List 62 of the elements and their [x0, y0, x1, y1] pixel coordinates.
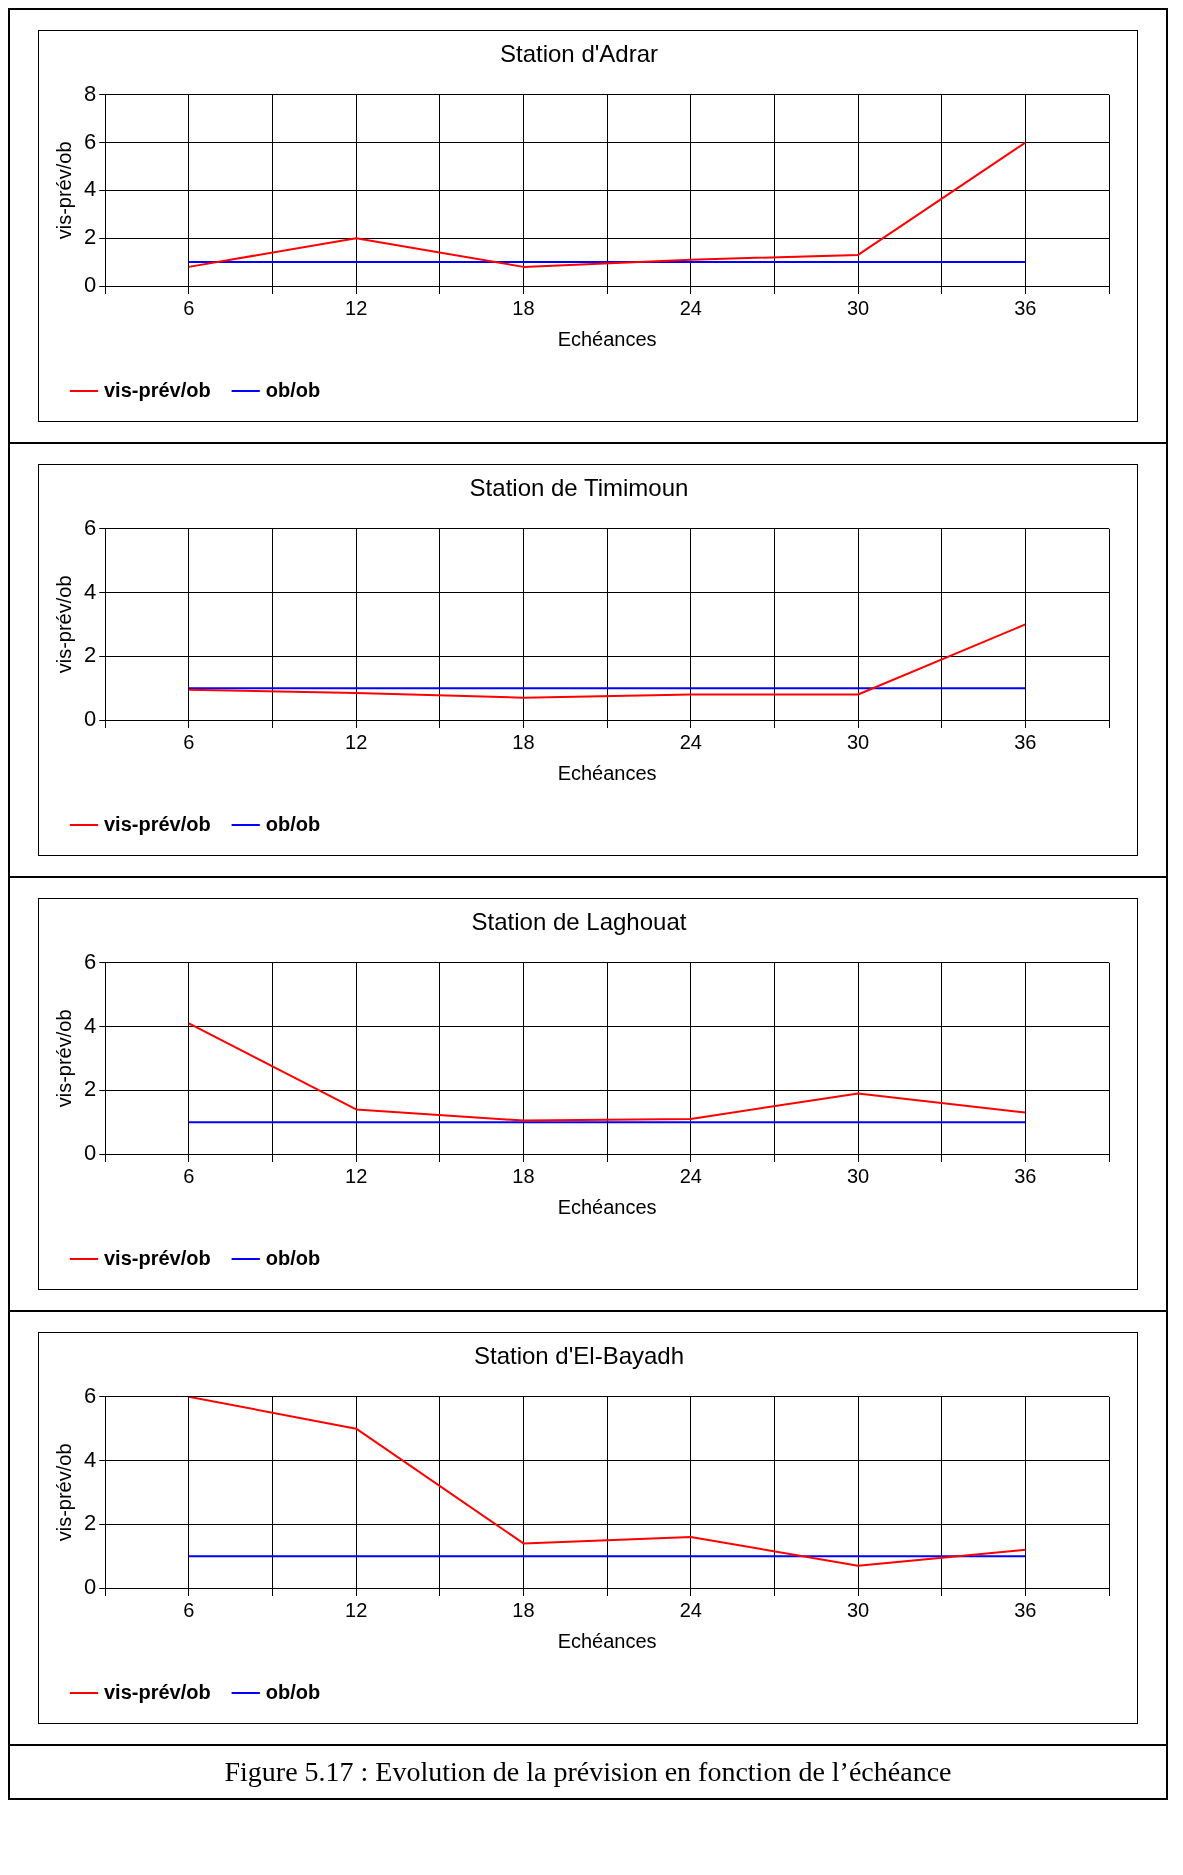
y-tick-label: 6 — [83, 128, 97, 154]
legend-label: ob/ob — [265, 812, 321, 835]
x-tick-label: 24 — [679, 730, 702, 753]
x-tick-label: 6 — [183, 1598, 195, 1621]
x-tick-label: 18 — [512, 296, 535, 319]
legend-label: vis-prév/ob — [104, 1246, 211, 1269]
y-axis-title: vis-prév/ob — [52, 141, 75, 240]
x-tick-label: 6 — [183, 730, 195, 753]
x-tick-label: 36 — [1014, 1164, 1037, 1187]
x-axis-title: Echéances — [557, 1629, 657, 1652]
x-tick-label: 12 — [345, 1164, 368, 1187]
x-axis-title: Echéances — [557, 327, 657, 350]
x-tick-label: 24 — [679, 1164, 702, 1187]
x-tick-label: 24 — [679, 296, 702, 319]
legend-label: ob/ob — [265, 1680, 321, 1703]
chart-title: Station d'Adrar — [499, 40, 659, 68]
legend-label: ob/ob — [265, 1246, 321, 1269]
y-tick-label: 0 — [83, 1140, 97, 1166]
y-axis-title: vis-prév/ob — [52, 575, 75, 674]
y-tick-label: 2 — [83, 224, 97, 250]
x-tick-label: 12 — [345, 1598, 368, 1621]
x-axis-title: Echéances — [557, 1195, 657, 1218]
x-tick-label: 12 — [345, 730, 368, 753]
y-axis-title: vis-prév/ob — [52, 1009, 75, 1108]
x-tick-label: 6 — [183, 1164, 195, 1187]
y-tick-label: 6 — [83, 1382, 97, 1408]
x-tick-label: 12 — [345, 296, 368, 319]
x-tick-label: 36 — [1014, 296, 1037, 319]
x-tick-label: 30 — [846, 1598, 870, 1621]
x-tick-label: 18 — [512, 1164, 535, 1187]
x-tick-label: 6 — [183, 296, 195, 319]
x-tick-label: 30 — [846, 730, 870, 753]
y-tick-label: 0 — [83, 706, 97, 732]
y-tick-label: 6 — [83, 948, 97, 974]
legend-label: vis-prév/ob — [104, 1680, 211, 1703]
y-tick-label: 4 — [83, 176, 97, 202]
legend-label: ob/ob — [265, 378, 321, 401]
x-axis-title: Echéances — [557, 761, 657, 784]
x-tick-label: 30 — [846, 296, 870, 319]
y-axis-title: vis-prév/ob — [52, 1443, 75, 1542]
chart-title: Station de Timimoun — [469, 474, 689, 502]
y-tick-label: 6 — [83, 514, 97, 540]
chart-title: Station de Laghouat — [471, 908, 687, 936]
legend-label: vis-prév/ob — [104, 378, 211, 401]
y-tick-label: 4 — [83, 1012, 97, 1038]
x-tick-label: 36 — [1014, 730, 1037, 753]
x-tick-label: 18 — [512, 1598, 535, 1621]
x-tick-label: 24 — [679, 1598, 702, 1621]
caption: Figure 5.17 : Evolution de la prévision en fonction de l’échéance — [8, 1746, 1168, 1800]
x-tick-label: 18 — [512, 730, 535, 753]
legend-label: vis-prév/ob — [104, 812, 211, 835]
y-tick-label: 0 — [83, 272, 97, 298]
x-tick-label: 30 — [846, 1164, 870, 1187]
chart-title: Station d'El-Bayadh — [473, 1342, 685, 1370]
y-tick-label: 2 — [83, 1510, 97, 1536]
y-tick-label: 4 — [83, 578, 97, 604]
y-tick-label: 0 — [83, 1574, 97, 1600]
x-tick-label: 36 — [1014, 1598, 1037, 1621]
y-tick-label: 8 — [83, 80, 97, 106]
y-tick-label: 2 — [83, 642, 97, 668]
y-tick-label: 4 — [83, 1446, 97, 1472]
y-tick-label: 2 — [83, 1076, 97, 1102]
